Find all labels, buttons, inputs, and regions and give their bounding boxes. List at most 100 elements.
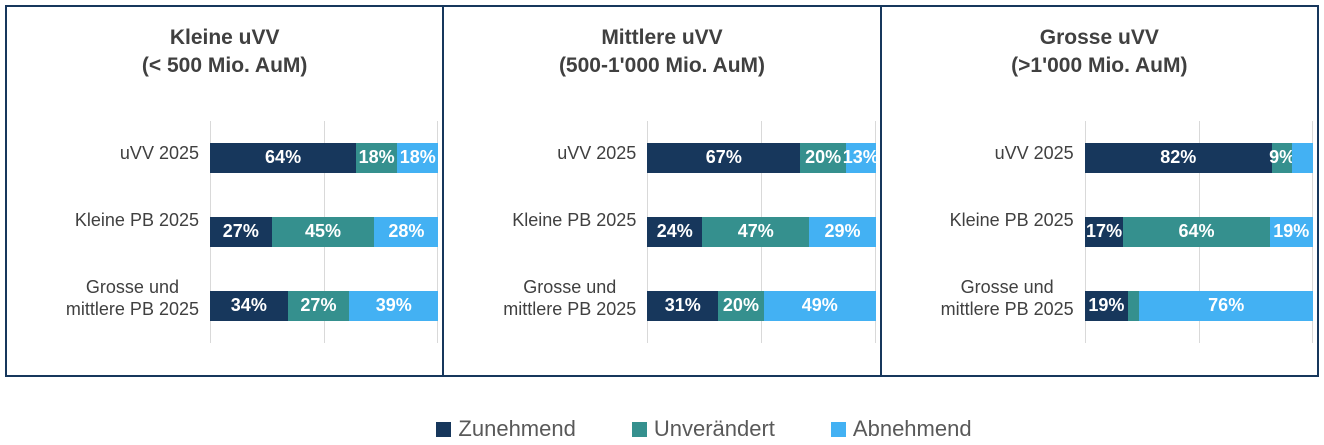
panel-title-line2: (< 500 Mio. AuM): [141, 53, 308, 77]
panel-title: Kleine uVV (< 500 Mio. AuM): [15, 24, 434, 80]
bar-segment-zunehmend: 24%: [647, 216, 703, 247]
category-label: Kleine PB 2025: [444, 210, 636, 232]
legend-swatch-zunehmend: [436, 421, 452, 437]
plot-area: 67% 20% 13% 24% 47% 29% 31% 20% 49%: [647, 120, 879, 343]
data-label: 17%: [1086, 221, 1123, 242]
bar-segment-abnehmend: 49%: [763, 290, 876, 321]
data-label: 13%: [842, 147, 879, 168]
panel-grosse-uvv: Grosse uVV (>1'000 Mio. AuM) uVV 2025 Kle…: [881, 5, 1319, 377]
data-label: 19%: [1088, 295, 1125, 316]
data-label: 49%: [801, 295, 838, 316]
category-label-line: uVV 2025: [119, 143, 199, 164]
category-label-text: Grosse und mittlere PB 2025: [66, 277, 199, 321]
stacked-bar-chart: uVV 2025 Kleine PB 2025 Grosse und mittlere…: [882, 120, 1313, 343]
category-label-text: Kleine PB 2025: [950, 210, 1074, 232]
bar-segment-zunehmend: 31%: [647, 290, 719, 321]
data-label: 64%: [265, 147, 302, 168]
bar-segment-zunehmend: 34%: [210, 290, 288, 321]
bar-segment-unveraendert: [1128, 290, 1140, 321]
category-label-text: uVV 2025: [995, 143, 1074, 165]
category-label: Grosse und mittlere PB 2025: [7, 277, 199, 321]
category-label-line: uVV 2025: [557, 143, 637, 164]
category-label-text: Grosse und mittlere PB 2025: [503, 277, 636, 321]
legend-swatch-abnehmend: [830, 421, 846, 437]
bar-segment-unveraendert: 45%: [271, 216, 375, 247]
bar-segment-unveraendert: 47%: [702, 216, 810, 247]
bar-segment-abnehmend: 76%: [1139, 290, 1313, 321]
category-label: Grosse und mittlere PB 2025: [882, 277, 1074, 321]
category-label: uVV 2025: [7, 143, 199, 165]
stacked-bar: 24% 47% 29%: [647, 216, 876, 247]
bar-segment-abnehmend: 13%: [842, 142, 879, 173]
panel-title-line2: (500-1'000 Mio. AuM): [558, 53, 766, 77]
data-label: 20%: [722, 295, 759, 316]
stacked-bar: 27% 45% 28%: [210, 216, 439, 247]
stacked-bar: 64% 18% 18%: [210, 142, 439, 173]
stacked-bar-chart: uVV 2025 Kleine PB 2025 Grosse und mittlere…: [7, 120, 439, 343]
category-label-line: mittlere PB 2025: [503, 298, 637, 319]
category-label-line: Grosse und: [523, 276, 617, 297]
category-label: uVV 2025: [882, 143, 1074, 165]
bar-segment-unveraendert: 64%: [1123, 216, 1270, 247]
panels-row: Kleine uVV (< 500 Mio. AuM) uVV 2025 Klei…: [5, 5, 1319, 377]
data-label: 24%: [656, 221, 693, 242]
legend-label: Zunehmend: [458, 416, 576, 441]
bar-segment-abnehmend: 29%: [809, 216, 876, 247]
category-label-line: mittlere PB 2025: [65, 298, 199, 319]
category-label-text: Grosse und mittlere PB 2025: [941, 277, 1074, 321]
category-label-line: Kleine PB 2025: [74, 209, 199, 230]
category-label-line: Grosse und: [85, 276, 179, 297]
data-label: 20%: [805, 147, 842, 168]
bar-segment-unveraendert: 20%: [800, 142, 846, 173]
data-label: 82%: [1160, 147, 1197, 168]
data-label: 31%: [664, 295, 701, 316]
plot-area: 82% 9% 17% 64% 19% 19% 76%: [1084, 120, 1313, 343]
category-label-text: Kleine PB 2025: [512, 210, 636, 232]
panel-title-line1: Grosse uVV: [1039, 26, 1159, 49]
stacked-bar: 31% 20% 49%: [647, 290, 876, 321]
bar-segment-abnehmend: 28%: [374, 216, 439, 247]
stacked-bar: 67% 20% 13%: [647, 142, 879, 173]
bar-segment-zunehmend: 67%: [647, 142, 801, 173]
bar-segment-unveraendert: 18%: [356, 142, 398, 173]
category-label-line: mittlere PB 2025: [940, 298, 1074, 319]
legend-label: Abnehmend: [852, 416, 972, 441]
legend-item-unveraendert: Unverändert: [631, 416, 775, 442]
panel-title-line2: (>1'000 Mio. AuM): [1011, 53, 1188, 77]
bar-segment-unveraendert: 27%: [287, 290, 350, 321]
data-label: 9%: [1269, 147, 1296, 168]
stacked-bar: 19% 76%: [1084, 290, 1313, 321]
category-label: Grosse und mittlere PB 2025: [444, 277, 636, 321]
panel-kleine-uvv: Kleine uVV (< 500 Mio. AuM) uVV 2025 Klei…: [5, 5, 445, 377]
bar-segment-zunehmend: 27%: [210, 216, 272, 247]
bar-segment-zunehmend: 64%: [210, 142, 357, 173]
legend-item-abnehmend: Abnehmend: [830, 416, 972, 442]
bar-segment-abnehmend: 18%: [397, 142, 439, 173]
bar-segment-unveraendert: 20%: [718, 290, 764, 321]
data-label: 29%: [824, 221, 861, 242]
legend-label: Unverändert: [653, 416, 775, 441]
stacked-bar-chart: uVV 2025 Kleine PB 2025 Grosse und mittlere…: [444, 120, 879, 343]
data-label: 34%: [230, 295, 267, 316]
panel-title: Mittlere uVV (500-1'000 Mio. AuM): [452, 24, 871, 80]
plot-area: 64% 18% 18% 27% 45% 28% 34% 27% 39%: [210, 120, 439, 343]
legend-item-zunehmend: Zunehmend: [436, 416, 576, 442]
category-label: Kleine PB 2025: [7, 210, 199, 232]
bar-segment-abnehmend: 39%: [349, 290, 439, 321]
stacked-bar: 82% 9%: [1084, 142, 1313, 173]
stacked-bar: 34% 27% 39%: [210, 290, 439, 321]
category-label: Kleine PB 2025: [882, 210, 1074, 232]
category-axis: uVV 2025 Kleine PB 2025 Grosse und mittlere…: [444, 121, 647, 343]
bar-segment-abnehmend: [1292, 142, 1313, 173]
data-label: 27%: [222, 221, 259, 242]
category-label-line: Kleine PB 2025: [512, 209, 637, 230]
stacked-bar: 17% 64% 19%: [1084, 216, 1313, 247]
data-label: 28%: [388, 221, 425, 242]
category-label-line: Grosse und: [960, 276, 1054, 297]
category-label-text: uVV 2025: [120, 143, 199, 165]
category-label-text: uVV 2025: [557, 143, 636, 165]
bar-segment-unveraendert: 9%: [1269, 142, 1296, 173]
panel-title: Grosse uVV (>1'000 Mio. AuM): [890, 24, 1309, 80]
data-label: 27%: [300, 295, 337, 316]
